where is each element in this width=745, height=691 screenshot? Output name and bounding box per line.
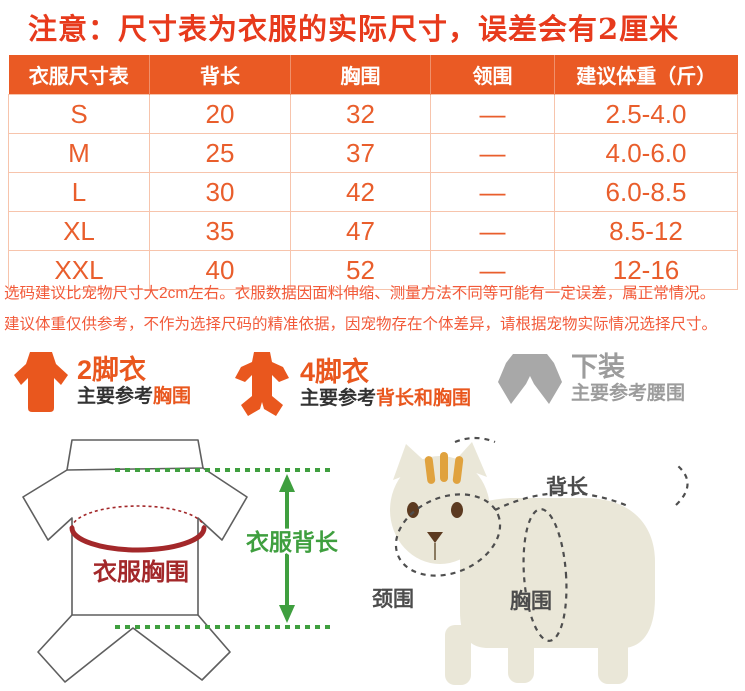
four-leg-title: 4脚衣	[300, 357, 370, 387]
cat-measure-diagram: 背长 颈围 胸围	[372, 436, 689, 685]
back-length-guides	[115, 468, 334, 629]
arrow-down-head	[279, 605, 295, 623]
col-header-back: 背长	[149, 55, 291, 95]
legend-four-leg: 4脚衣 主要参考背长和胸围	[233, 352, 471, 416]
cell-chest: 32	[290, 94, 431, 134]
two-leg-title: 2脚衣	[77, 355, 147, 385]
neck-girth-dash	[394, 493, 502, 577]
chest-ellipse-solid	[69, 525, 207, 553]
two-leg-desc-prefix: 主要参考	[77, 386, 154, 407]
chest-girth-dash	[522, 508, 568, 642]
page-title: 注意：尺寸表为衣服的实际尺寸，误差会有2厘米	[28, 12, 680, 46]
cell-size: M	[8, 133, 150, 173]
legend-bottoms: 下装 主要参考腰围	[498, 352, 685, 406]
garment-left-sleeve	[22, 469, 73, 615]
cell-weight: 8.5-12	[554, 211, 738, 251]
garment-back-label: 衣服背长	[246, 529, 339, 555]
cat-head-stripes	[424, 452, 464, 484]
cell-weight: 6.0-8.5	[554, 172, 738, 212]
cell-neck: —	[430, 133, 555, 173]
arrow-up-head	[279, 474, 295, 492]
col-header-size: 衣服尺寸表	[8, 55, 150, 95]
cell-back: 20	[149, 94, 291, 134]
cell-neck: —	[430, 250, 555, 290]
cat-face	[407, 502, 463, 560]
col-header-chest: 胸围	[290, 55, 431, 95]
legend-two-leg: 2脚衣 主要参考胸围	[14, 352, 191, 412]
cell-weight: 12-16	[554, 250, 738, 290]
bottoms-desc: 主要参考腰围	[571, 383, 686, 404]
head-top-dash	[454, 436, 496, 444]
cat-back-label: 背长	[546, 475, 589, 499]
cell-back: 30	[149, 172, 291, 212]
size-table-header: 衣服尺寸表 背长 胸围 领围 建议体重（斤）	[8, 55, 738, 95]
four-leg-desc-prefix: 主要参考	[300, 388, 377, 409]
cell-neck: —	[430, 94, 555, 134]
cell-chest: 52	[290, 250, 431, 290]
cell-chest: 47	[290, 211, 431, 251]
cell-size: L	[8, 172, 150, 212]
cell-chest: 42	[290, 172, 431, 212]
cell-weight: 4.0-6.0	[554, 133, 738, 173]
col-header-neck: 领围	[430, 55, 555, 95]
cat-neck-label: 颈围	[372, 588, 414, 611]
garment-right-sleeve	[197, 467, 248, 615]
col-header-weight: 建议体重（斤）	[554, 55, 738, 95]
two-leg-garment-icon	[14, 352, 68, 412]
cell-size: XXL	[8, 250, 150, 290]
chest-ellipse-dashed	[71, 505, 205, 529]
note-line-1: 选码建议比宠物尺寸大2cm左右。衣服数据因面料伸缩、测量方法不同等可能有一定误差…	[4, 285, 716, 302]
cell-size: S	[8, 94, 150, 134]
garment-legs	[37, 614, 231, 683]
two-leg-desc: 主要参考胸围	[77, 385, 191, 409]
garment-measure-diagram: 衣服胸围 衣服背长	[22, 439, 340, 683]
two-leg-desc-highlight: 胸围	[153, 386, 192, 407]
four-leg-desc-highlight: 背长和胸围	[376, 388, 472, 409]
cell-size: XL	[8, 211, 150, 251]
cell-neck: —	[430, 211, 555, 251]
cell-neck: —	[430, 172, 555, 212]
back-length-dash	[494, 491, 629, 511]
sizing-notes: 选码建议比宠物尺寸大2cm左右。衣服数据因面料伸缩、测量方法不同等可能有一定误差…	[4, 282, 744, 344]
four-leg-desc: 主要参考背长和胸围	[300, 387, 471, 411]
note-line-2: 建议体重仅供参考，不作为选择尺码的精准依据，因宠物存在个体差异，请根据宠物实际情…	[4, 316, 718, 333]
measure-dashes	[394, 436, 689, 642]
bottoms-garment-icon	[498, 354, 562, 404]
cell-back: 35	[149, 211, 291, 251]
garment-type-legend: 2脚衣 主要参考胸围 4脚衣 主要参考背长和胸围	[0, 352, 745, 428]
table-row-xxl: XXL 40 52 — 12-16	[8, 250, 738, 290]
garment-chest-label: 衣服胸围	[93, 558, 189, 586]
cell-weight: 2.5-4.0	[554, 94, 738, 134]
cell-back: 25	[149, 133, 291, 173]
table-row-s: S 20 32 — 2.5-4.0	[8, 94, 738, 134]
garment-collar	[66, 439, 204, 471]
table-row-m: M 25 37 — 4.0-6.0	[8, 133, 738, 173]
cat-chest-label: 胸围	[510, 589, 552, 613]
table-row-xl: XL 35 47 — 8.5-12	[8, 211, 738, 251]
cell-chest: 37	[290, 133, 431, 173]
bottoms-title: 下装	[571, 352, 625, 382]
table-row-l: L 30 42 — 6.0-8.5	[8, 172, 738, 212]
four-leg-garment-icon	[235, 352, 289, 416]
tail-dash	[675, 465, 689, 506]
cat-body-shape	[390, 442, 655, 685]
size-table: 衣服尺寸表 背长 胸围 领围 建议体重（斤） S 20 32 — 2.5-4.0…	[8, 55, 738, 290]
